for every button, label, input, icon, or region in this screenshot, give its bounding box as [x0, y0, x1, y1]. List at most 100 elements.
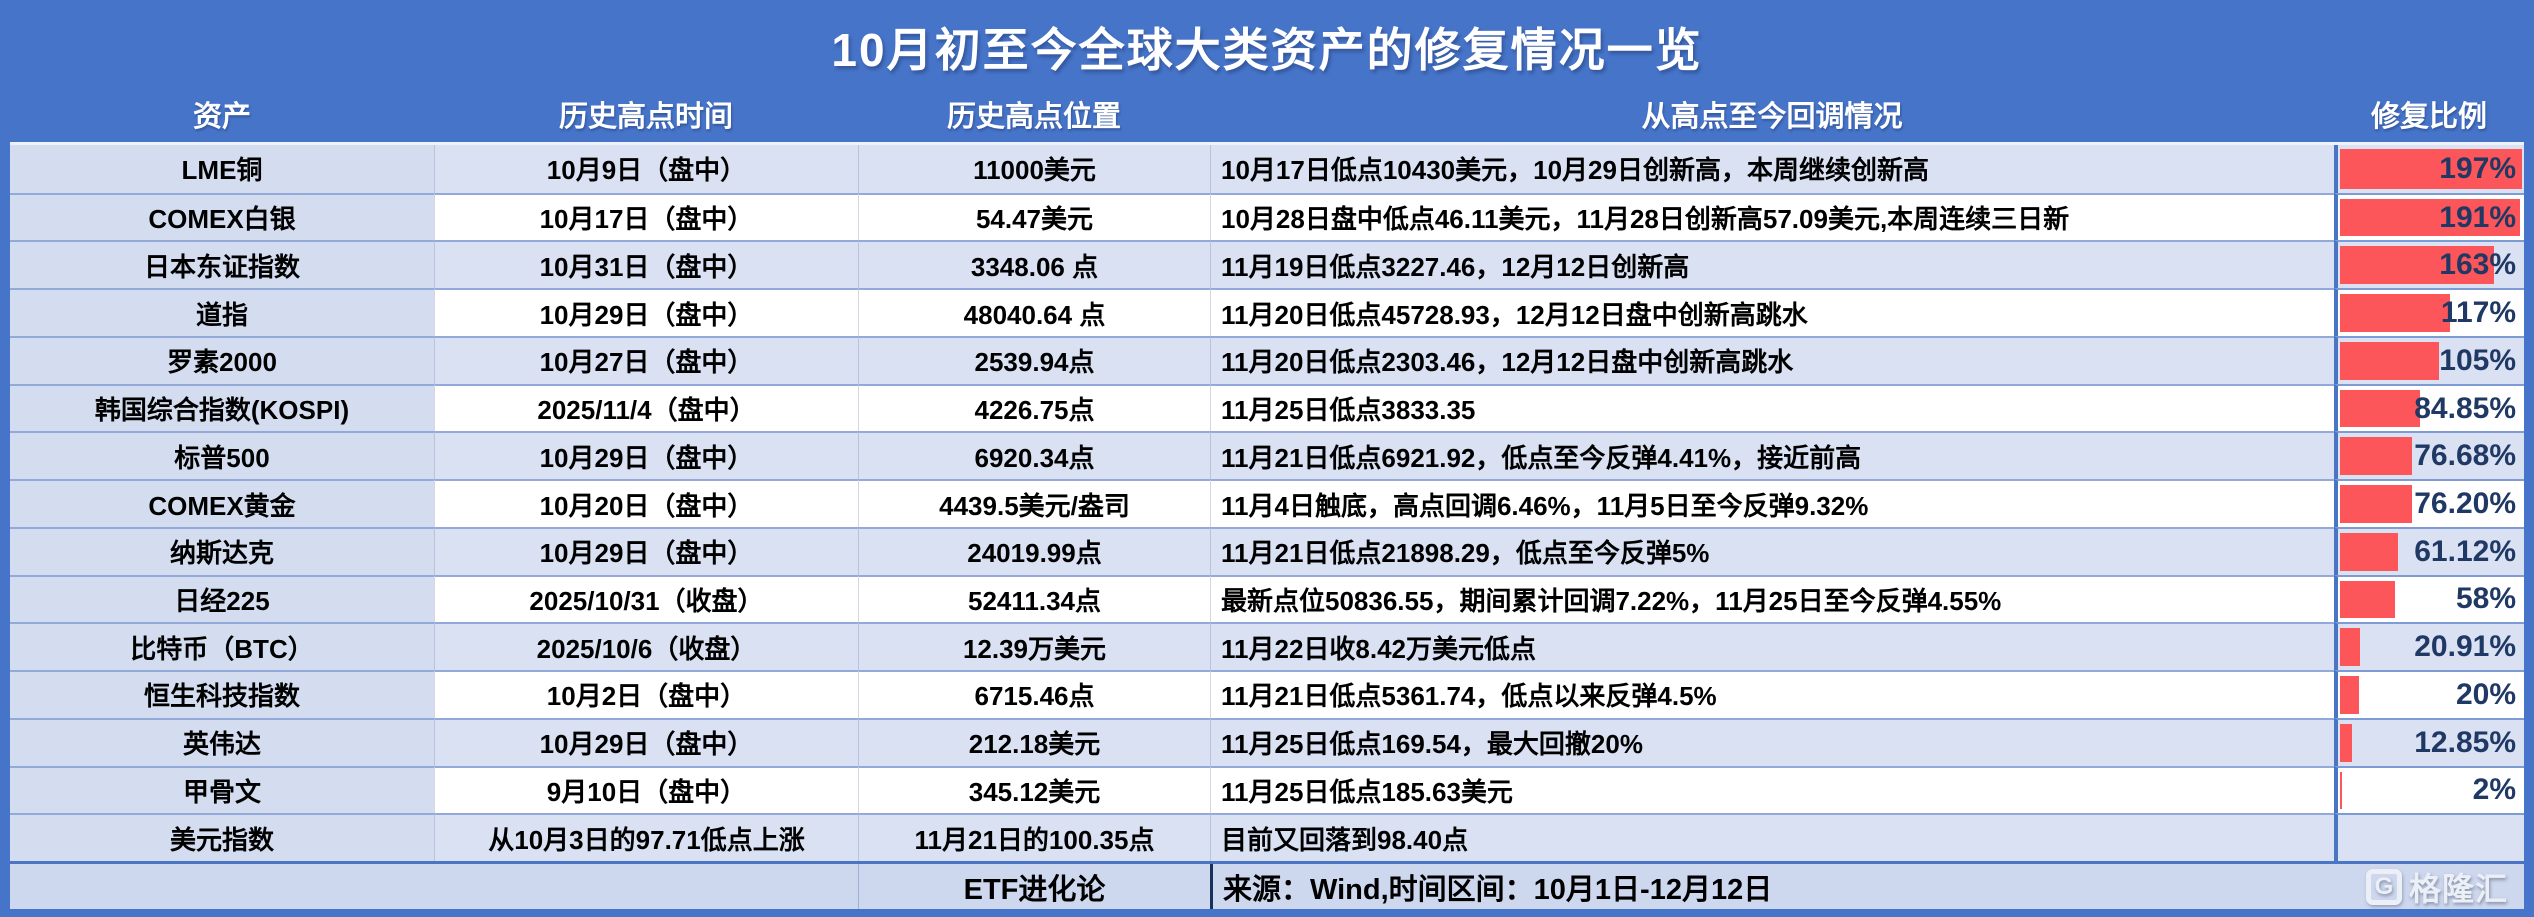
recovery-bar — [2340, 198, 2521, 237]
pullback-cell: 11月21日低点6921.92，低点至今反弹4.41%，接近前高 — [1210, 431, 2334, 480]
recovery-label: 117% — [2440, 296, 2516, 330]
high-time-cell: 10月29日（盘中） — [434, 717, 858, 766]
table-row: 日经225 2025/10/31（收盘） 52411.34点 最新点位50836… — [10, 574, 2524, 623]
pullback-cell: 11月19日低点3227.46，12月12日创新高 — [1210, 240, 2334, 289]
recovery-cell: 117% — [2334, 288, 2524, 336]
pullback-cell: 11月20日低点45728.93，12月12日盘中创新高跳水 — [1210, 288, 2334, 336]
table-row: 甲骨文 9月10日（盘中） 345.12美元 11月25日低点185.63美元 … — [10, 765, 2524, 814]
high-pos-cell: 11000美元 — [858, 145, 1210, 193]
recovery-label: 105% — [2439, 343, 2516, 377]
recovery-cell: 163% — [2334, 240, 2524, 289]
recovery-bar — [2340, 149, 2522, 189]
recovery-cell: 2% — [2334, 765, 2524, 814]
high-time-cell: 10月9日（盘中） — [434, 145, 858, 193]
recovery-label: 61.12% — [2414, 534, 2516, 568]
high-time-cell: 2025/10/6（收盘） — [434, 622, 858, 671]
high-pos-cell: 212.18美元 — [858, 717, 1210, 766]
table-row: COMEX黄金 10月20日（盘中） 4439.5美元/盎司 11月4日触底，高… — [10, 479, 2524, 527]
recovery-cell — [2334, 813, 2524, 862]
recovery-cell: 197% — [2334, 145, 2524, 193]
pullback-cell: 11月21日低点5361.74，低点以来反弹4.5% — [1210, 670, 2334, 718]
table-header-row: 资产 历史高点时间 历史高点位置 从高点至今回调情况 修复比例 — [10, 86, 2524, 145]
recovery-cell: 105% — [2334, 335, 2524, 384]
pullback-cell: 11月25日低点3833.35 — [1210, 383, 2334, 432]
recovery-label: 76.20% — [2414, 487, 2516, 520]
high-pos-cell: 3348.06 点 — [858, 240, 1210, 289]
table-row: 比特币（BTC） 2025/10/6（收盘） 12.39万美元 11月22日收8… — [10, 622, 2524, 671]
high-time-cell: 2025/11/4（盘中） — [434, 383, 858, 432]
table-row: 道指 10月29日（盘中） 48040.64 点 11月20日低点45728.9… — [10, 288, 2524, 336]
glh-logo-icon: G — [2365, 868, 2402, 905]
asset-cell: 比特币（BTC） — [10, 622, 434, 671]
table-row: 美元指数 从10月3日的97.71低点上涨 11月21日的100.35点 目前又… — [10, 813, 2524, 862]
recovery-label: 12.85% — [2414, 725, 2516, 759]
column-header-asset: 资产 — [192, 101, 251, 133]
column-header-recovery: 修复比例 — [2370, 101, 2487, 133]
recovery-bar — [2340, 771, 2342, 810]
table-row: 恒生科技指数 10月2日（盘中） 6715.46点 11月21日低点5361.7… — [10, 670, 2524, 718]
recovery-cell: 76.20% — [2334, 479, 2524, 527]
asset-cell: 纳斯达克 — [10, 526, 434, 575]
asset-cell: 甲骨文 — [10, 765, 434, 814]
high-time-cell: 9月10日（盘中） — [434, 765, 858, 814]
recovery-label: 20% — [2455, 677, 2516, 711]
recovery-bar — [2340, 294, 2451, 332]
recovery-cell: 12.85% — [2334, 717, 2524, 766]
high-pos-cell: 345.12美元 — [858, 765, 1210, 814]
recovery-bar — [2340, 389, 2421, 428]
high-time-cell: 10月2日（盘中） — [434, 670, 858, 718]
high-pos-cell: 11月21日的100.35点 — [858, 813, 1210, 862]
high-time-cell: 10月31日（盘中） — [434, 240, 858, 289]
high-pos-cell: 4439.5美元/盎司 — [858, 479, 1210, 527]
asset-cell: 罗素2000 — [10, 335, 434, 384]
recovery-bar — [2340, 580, 2395, 619]
column-header-high-pos: 历史高点位置 — [946, 101, 1121, 133]
recovery-cell: 84.85% — [2334, 383, 2524, 432]
high-pos-cell: 4226.75点 — [858, 383, 1210, 432]
title-bar: 10月初至今全球大类资产的修复情况一览 — [10, 8, 2524, 86]
recovery-label: 76.68% — [2414, 439, 2516, 473]
table-row: LME铜 10月9日（盘中） 11000美元 10月17日低点10430美元，1… — [10, 145, 2524, 193]
recovery-bar — [2340, 676, 2359, 714]
table-row: 韩国综合指数(KOSPI) 2025/11/4（盘中） 4226.75点 11月… — [10, 383, 2524, 432]
high-pos-cell: 24019.99点 — [858, 526, 1210, 575]
recovery-cell: 20% — [2334, 670, 2524, 718]
pullback-cell: 11月21日低点21898.29，低点至今反弹5% — [1210, 526, 2334, 575]
high-time-cell: 10月29日（盘中） — [434, 431, 858, 480]
table-row: 标普500 10月29日（盘中） 6920.34点 11月21日低点6921.9… — [10, 431, 2524, 480]
recovery-label: 197% — [2439, 151, 2516, 185]
high-pos-cell: 6920.34点 — [858, 431, 1210, 480]
asset-cell: 恒生科技指数 — [10, 670, 434, 718]
high-pos-cell: 48040.64 点 — [858, 288, 1210, 336]
recovery-label: 58% — [2455, 582, 2516, 616]
pullback-cell: 11月22日收8.42万美元低点 — [1210, 622, 2334, 671]
recovery-bar — [2340, 341, 2440, 380]
pullback-cell: 10月28日盘中低点46.11美元，11月28日创新高57.09美元,本周连续三… — [1210, 192, 2334, 241]
recovery-bar — [2340, 246, 2494, 285]
pullback-cell: 11月20日低点2303.46，12月12日盘中创新高跳水 — [1210, 335, 2334, 384]
pullback-cell: 10月17日低点10430美元，10月29日创新高，本周继续创新高 — [1210, 145, 2334, 193]
recovery-cell: 58% — [2334, 574, 2524, 623]
recovery-label: 191% — [2439, 200, 2516, 234]
source-label: 来源：Wind,时间区间：10月1日-12月12日 — [1210, 864, 2524, 909]
high-time-cell: 10月29日（盘中） — [434, 288, 858, 336]
asset-cell: 美元指数 — [10, 813, 434, 862]
high-time-cell: 10月17日（盘中） — [434, 192, 858, 241]
recovery-bar — [2340, 532, 2398, 571]
recovery-label: 2% — [2472, 773, 2516, 807]
table-footer: ETF进化论 来源：Wind,时间区间：10月1日-12月12日 G 格隆汇 — [10, 861, 2524, 909]
recovery-cell: 20.91% — [2334, 622, 2524, 671]
table-row: 纳斯达克 10月29日（盘中） 24019.99点 11月21日低点21898.… — [10, 526, 2524, 575]
asset-cell: COMEX白银 — [10, 192, 434, 241]
recovery-label: 84.85% — [2414, 391, 2516, 425]
table-body: LME铜 10月9日（盘中） 11000美元 10月17日低点10430美元，1… — [10, 145, 2524, 862]
table-row: 罗素2000 10月27日（盘中） 2539.94点 11月20日低点2303.… — [10, 335, 2524, 384]
table-row: 英伟达 10月29日（盘中） 212.18美元 11月25日低点169.54，最… — [10, 717, 2524, 766]
recovery-label: 163% — [2439, 248, 2516, 282]
high-pos-cell: 52411.34点 — [858, 574, 1210, 623]
recovery-bar — [2340, 437, 2413, 476]
table-row: COMEX白银 10月17日（盘中） 54.47美元 10月28日盘中低点46.… — [10, 192, 2524, 241]
recovery-label: 20.91% — [2414, 630, 2516, 664]
table-row: 日本东证指数 10月31日（盘中） 3348.06 点 11月19日低点3227… — [10, 240, 2524, 289]
